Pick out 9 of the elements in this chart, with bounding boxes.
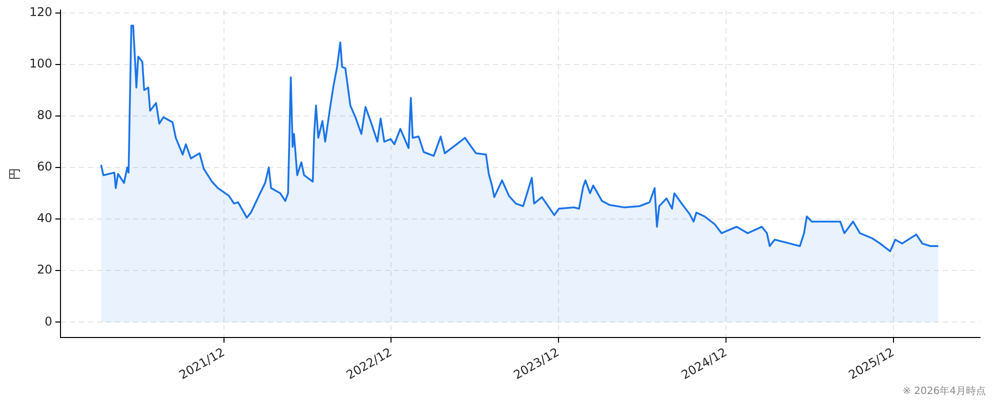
y-tick-label: 80 xyxy=(37,108,52,122)
text: ※ 2026年4月時点 xyxy=(902,384,986,398)
y-axis-title: 円 xyxy=(7,168,22,180)
y-tick-label: 100 xyxy=(29,56,52,70)
y-tick-label: 60 xyxy=(37,160,52,174)
y-tick-label: 0 xyxy=(44,314,52,328)
y-tick-label: 20 xyxy=(37,262,52,277)
y-tick-label: 40 xyxy=(37,211,52,226)
y-tick-label: 120 xyxy=(29,4,52,19)
